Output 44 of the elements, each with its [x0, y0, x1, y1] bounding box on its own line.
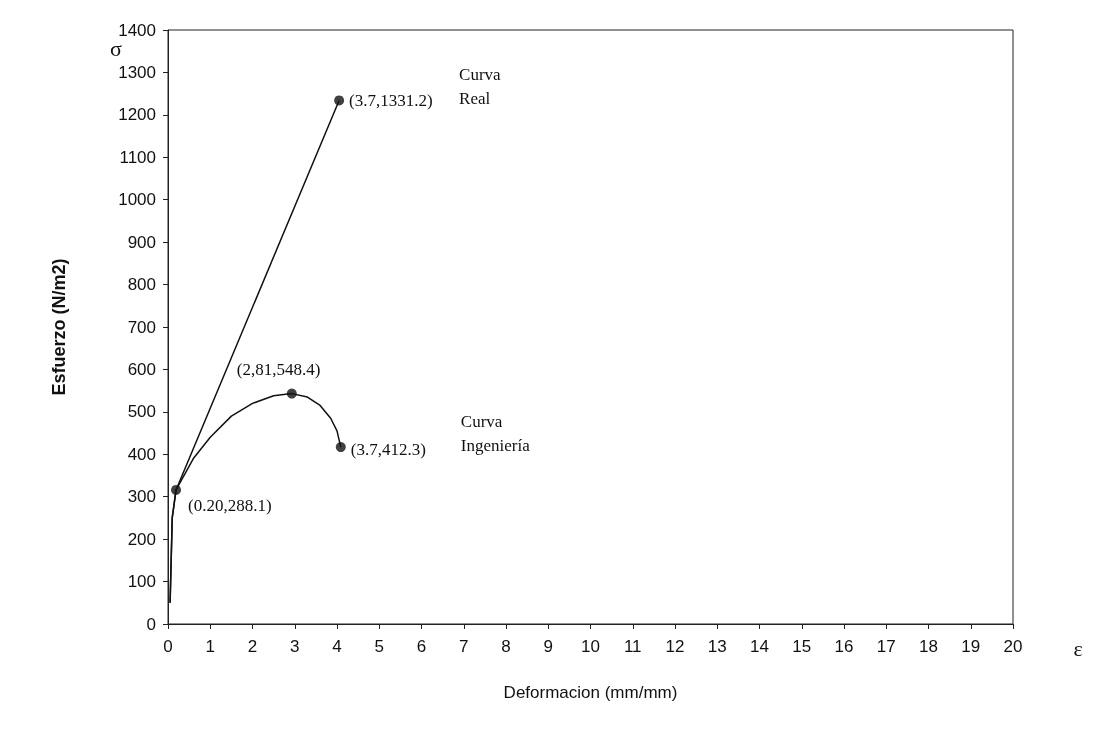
annotation: (3.7,1331.2)	[349, 90, 433, 110]
x-tick-label: 16	[834, 637, 854, 656]
y-tick-label: 1100	[119, 147, 156, 167]
x-tick-label: 0	[163, 637, 173, 656]
annotation: (2,81,548.4)	[236, 360, 321, 380]
y-tick-label: 800	[127, 275, 156, 295]
x-tick-label: 15	[792, 637, 812, 656]
x-tick-label: 20	[1003, 637, 1023, 656]
y-tick-label: 200	[127, 529, 156, 549]
x-axis-title: Deformacion (mm/mm)	[503, 683, 678, 702]
x-tick-label: 10	[581, 637, 600, 656]
y-tick-label: 1000	[118, 190, 156, 210]
y-tick-label: 100	[127, 572, 156, 592]
x-tick-label: 7	[459, 637, 469, 656]
text: ε	[1073, 635, 1083, 661]
y-tick-label: 300	[127, 487, 156, 507]
annotation: (0.20,288.1)	[188, 496, 272, 516]
text: Curva Real	[459, 64, 502, 108]
y-axis-title: Esfuerzo (N/m2)	[49, 258, 69, 396]
y-tick-label: 0	[146, 614, 156, 634]
x-tick-label: 8	[501, 637, 511, 656]
y-tick-label: 600	[127, 359, 156, 379]
y-tick-label: 900	[127, 232, 156, 252]
x-tick-label: 2	[247, 637, 258, 656]
x-tick-label: 1	[205, 637, 215, 656]
y-tick-label: 700	[127, 317, 156, 337]
x-tick-label: 11	[623, 637, 642, 656]
x-tick-label: 5	[374, 637, 384, 656]
y-tick-label: 500	[127, 402, 156, 422]
x-tick-label: 13	[707, 637, 727, 656]
x-tick-label: 18	[919, 637, 938, 656]
y-tick-label: 1200	[118, 105, 156, 125]
y-tick-label: 400	[127, 444, 156, 464]
x-tick-label: 14	[750, 637, 769, 656]
x-tick-label: 19	[961, 637, 981, 656]
y-tick-label: 1300	[118, 62, 156, 82]
x-tick-label: 12	[665, 637, 685, 656]
x-tick-label: 4	[332, 637, 342, 656]
text: Curva Ingeniería	[460, 411, 531, 455]
x-tick-label: 17	[876, 637, 896, 656]
x-tick-label: 9	[543, 637, 553, 656]
x-tick-label: 3	[290, 637, 300, 656]
annotation: (3.7,412.3)	[350, 439, 426, 459]
x-tick-label: 6	[416, 637, 427, 656]
